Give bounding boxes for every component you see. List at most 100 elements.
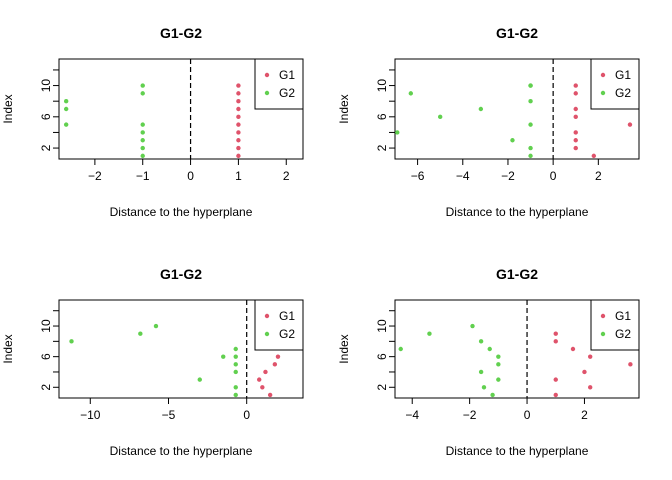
legend-marker-G1 (600, 72, 606, 78)
x-tick-label: −4 (405, 408, 419, 422)
data-point (496, 377, 501, 382)
y-axis: 2 6 10 (39, 310, 60, 391)
data-point (573, 138, 578, 143)
data-point (233, 392, 238, 398)
y-axis: 2 6 10 (375, 69, 396, 151)
data-point (553, 331, 558, 336)
x-tick-label: −4 (456, 169, 470, 183)
x-tick-label: −10 (80, 408, 101, 422)
data-point (588, 354, 593, 359)
legend-box (254, 58, 304, 110)
data-point (490, 392, 495, 398)
data-point (267, 392, 273, 398)
y-tick-label: 2 (375, 144, 389, 151)
data-point (528, 122, 533, 127)
legend-label-G1: G1 (279, 68, 295, 82)
data-point (272, 362, 278, 367)
data-point (588, 385, 593, 390)
y-tick-label: 6 (375, 113, 389, 120)
data-point (233, 362, 238, 367)
x-tick-label: −5 (162, 408, 176, 422)
data-point (470, 323, 475, 329)
data-point (398, 346, 403, 352)
data-point (236, 122, 241, 127)
legend-label-G2: G2 (279, 86, 295, 100)
data-point (236, 114, 241, 120)
x-axis: −6 −4 −2 0 2 (411, 158, 602, 183)
series-G1 (553, 331, 633, 398)
data-point (140, 145, 145, 151)
data-point (427, 331, 432, 336)
legend-label-G2: G2 (279, 327, 295, 341)
x-tick-label: 1 (235, 169, 242, 183)
legend-box (590, 299, 640, 351)
data-point (627, 122, 633, 127)
data-point (233, 354, 238, 359)
data-point (233, 385, 238, 390)
x-tick-label: −2 (88, 169, 102, 183)
data-point (236, 98, 241, 104)
series-G1 (257, 354, 281, 398)
y-tick-label: 10 (39, 319, 53, 333)
x-axis: −4 −2 0 2 (405, 397, 588, 422)
x-tick-label: 2 (581, 408, 588, 422)
data-point (478, 369, 484, 375)
x-axis-label: Distance to the hyperplane (110, 444, 253, 458)
data-point (236, 83, 241, 88)
series-G2 (398, 323, 501, 398)
series-G2 (69, 323, 238, 398)
y-axis-label: Index (337, 94, 351, 123)
chart-panel-1: G1-G2 −2 −1 0 1 2 Distance to the hyperplane 2 6… (1, 25, 304, 219)
data-point (481, 385, 487, 390)
data-point (553, 339, 558, 344)
data-point (395, 130, 400, 135)
series-G1 (236, 83, 241, 159)
y-tick-label: 2 (375, 384, 389, 391)
data-point (553, 392, 558, 398)
x-tick-label: 0 (524, 408, 531, 422)
data-point (257, 377, 262, 382)
data-point (140, 91, 145, 96)
data-point (138, 331, 143, 336)
y-tick-label: 2 (39, 384, 53, 391)
data-point (275, 354, 281, 359)
data-point (69, 339, 74, 344)
data-point (573, 83, 578, 88)
x-tick-label: 0 (550, 169, 557, 183)
x-axis: −2 −1 0 1 2 (88, 158, 290, 183)
data-point (591, 153, 597, 159)
data-point (233, 369, 238, 375)
y-axis-label: Index (1, 94, 15, 123)
data-point (263, 369, 268, 375)
x-tick-label: −2 (463, 408, 477, 422)
data-point (408, 91, 414, 96)
data-point (233, 346, 238, 352)
x-tick-label: −1 (136, 169, 150, 183)
data-point (573, 145, 578, 151)
y-tick-label: 10 (39, 79, 53, 93)
chart-title: G1-G2 (160, 266, 202, 282)
y-axis-label: Index (337, 334, 351, 363)
legend-marker-G1 (264, 72, 270, 78)
data-point (63, 122, 69, 127)
legend-box (254, 299, 304, 351)
y-tick-label: 6 (375, 353, 389, 360)
x-axis-label: Distance to the hyperplane (110, 205, 253, 219)
data-point (236, 91, 241, 96)
data-point (510, 138, 515, 143)
y-tick-label: 6 (39, 113, 53, 120)
data-point (496, 354, 501, 359)
x-axis-label: Distance to the hyperplane (446, 444, 589, 458)
data-point (628, 362, 633, 367)
series-G2 (63, 83, 145, 159)
data-point (197, 377, 202, 382)
legend-marker-G1 (264, 313, 270, 319)
series-G2 (395, 83, 533, 159)
y-axis: 2 6 10 (375, 310, 396, 391)
x-tick-label: 2 (595, 169, 602, 183)
data-point (487, 346, 492, 352)
x-axis-label: Distance to the hyperplane (446, 205, 589, 219)
